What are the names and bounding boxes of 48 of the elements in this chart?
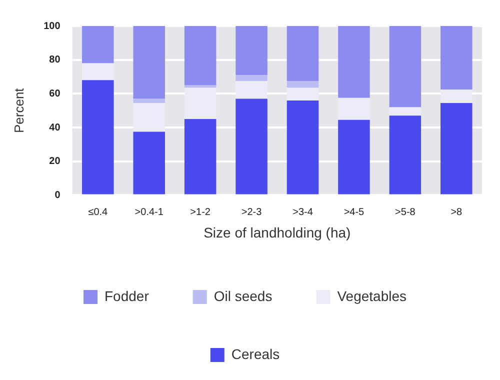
bar xyxy=(184,119,216,194)
bar xyxy=(286,100,319,194)
bar xyxy=(82,80,114,194)
bar xyxy=(338,98,370,120)
y-tick-label: 100 xyxy=(44,20,61,32)
bar xyxy=(389,116,422,194)
bar xyxy=(389,107,422,116)
x-tick-label: >3-4 xyxy=(292,206,314,218)
y-tick-label: 80 xyxy=(49,54,61,66)
y-tick-label: 0 xyxy=(54,190,61,201)
x-tick-label: >2-3 xyxy=(241,206,262,218)
x-tick-label: >4-5 xyxy=(344,206,365,218)
bar xyxy=(236,26,268,76)
bar xyxy=(236,98,268,194)
x-tick-label: >0.4-1 xyxy=(134,206,164,218)
bar xyxy=(133,26,165,99)
bar xyxy=(286,80,319,88)
bar xyxy=(338,120,370,194)
legend-label: Fodder xyxy=(104,288,150,304)
x-tick-label: >5-8 xyxy=(395,206,416,218)
bar xyxy=(184,85,216,88)
bar xyxy=(133,102,165,132)
bar xyxy=(82,26,114,64)
y-tick-label: 60 xyxy=(49,88,61,100)
bar xyxy=(389,26,422,108)
x-tick-label: >8 xyxy=(450,206,463,218)
bar xyxy=(184,88,216,120)
bar xyxy=(440,102,472,194)
bar xyxy=(286,88,319,100)
bar xyxy=(338,26,370,98)
y-tick-label: 20 xyxy=(49,156,61,168)
x-tick-label: ≤0.4 xyxy=(88,206,108,218)
y-axis-title: Percent xyxy=(11,88,26,134)
bar xyxy=(184,26,216,86)
bar xyxy=(286,26,319,81)
y-tick-label: 40 xyxy=(49,122,61,134)
bar xyxy=(440,26,472,90)
legend-label: Oil seeds xyxy=(214,288,272,304)
bar xyxy=(236,80,268,99)
bar xyxy=(133,98,165,103)
legend-label: Vegetables xyxy=(337,288,407,304)
bar xyxy=(440,89,472,103)
legend-label: Cereals xyxy=(231,346,280,362)
x-tick-label: >1-2 xyxy=(190,206,211,218)
bar xyxy=(82,63,114,80)
bar xyxy=(133,132,165,194)
bar xyxy=(236,75,268,81)
x-axis-title: Size of landholding (ha) xyxy=(204,224,351,240)
